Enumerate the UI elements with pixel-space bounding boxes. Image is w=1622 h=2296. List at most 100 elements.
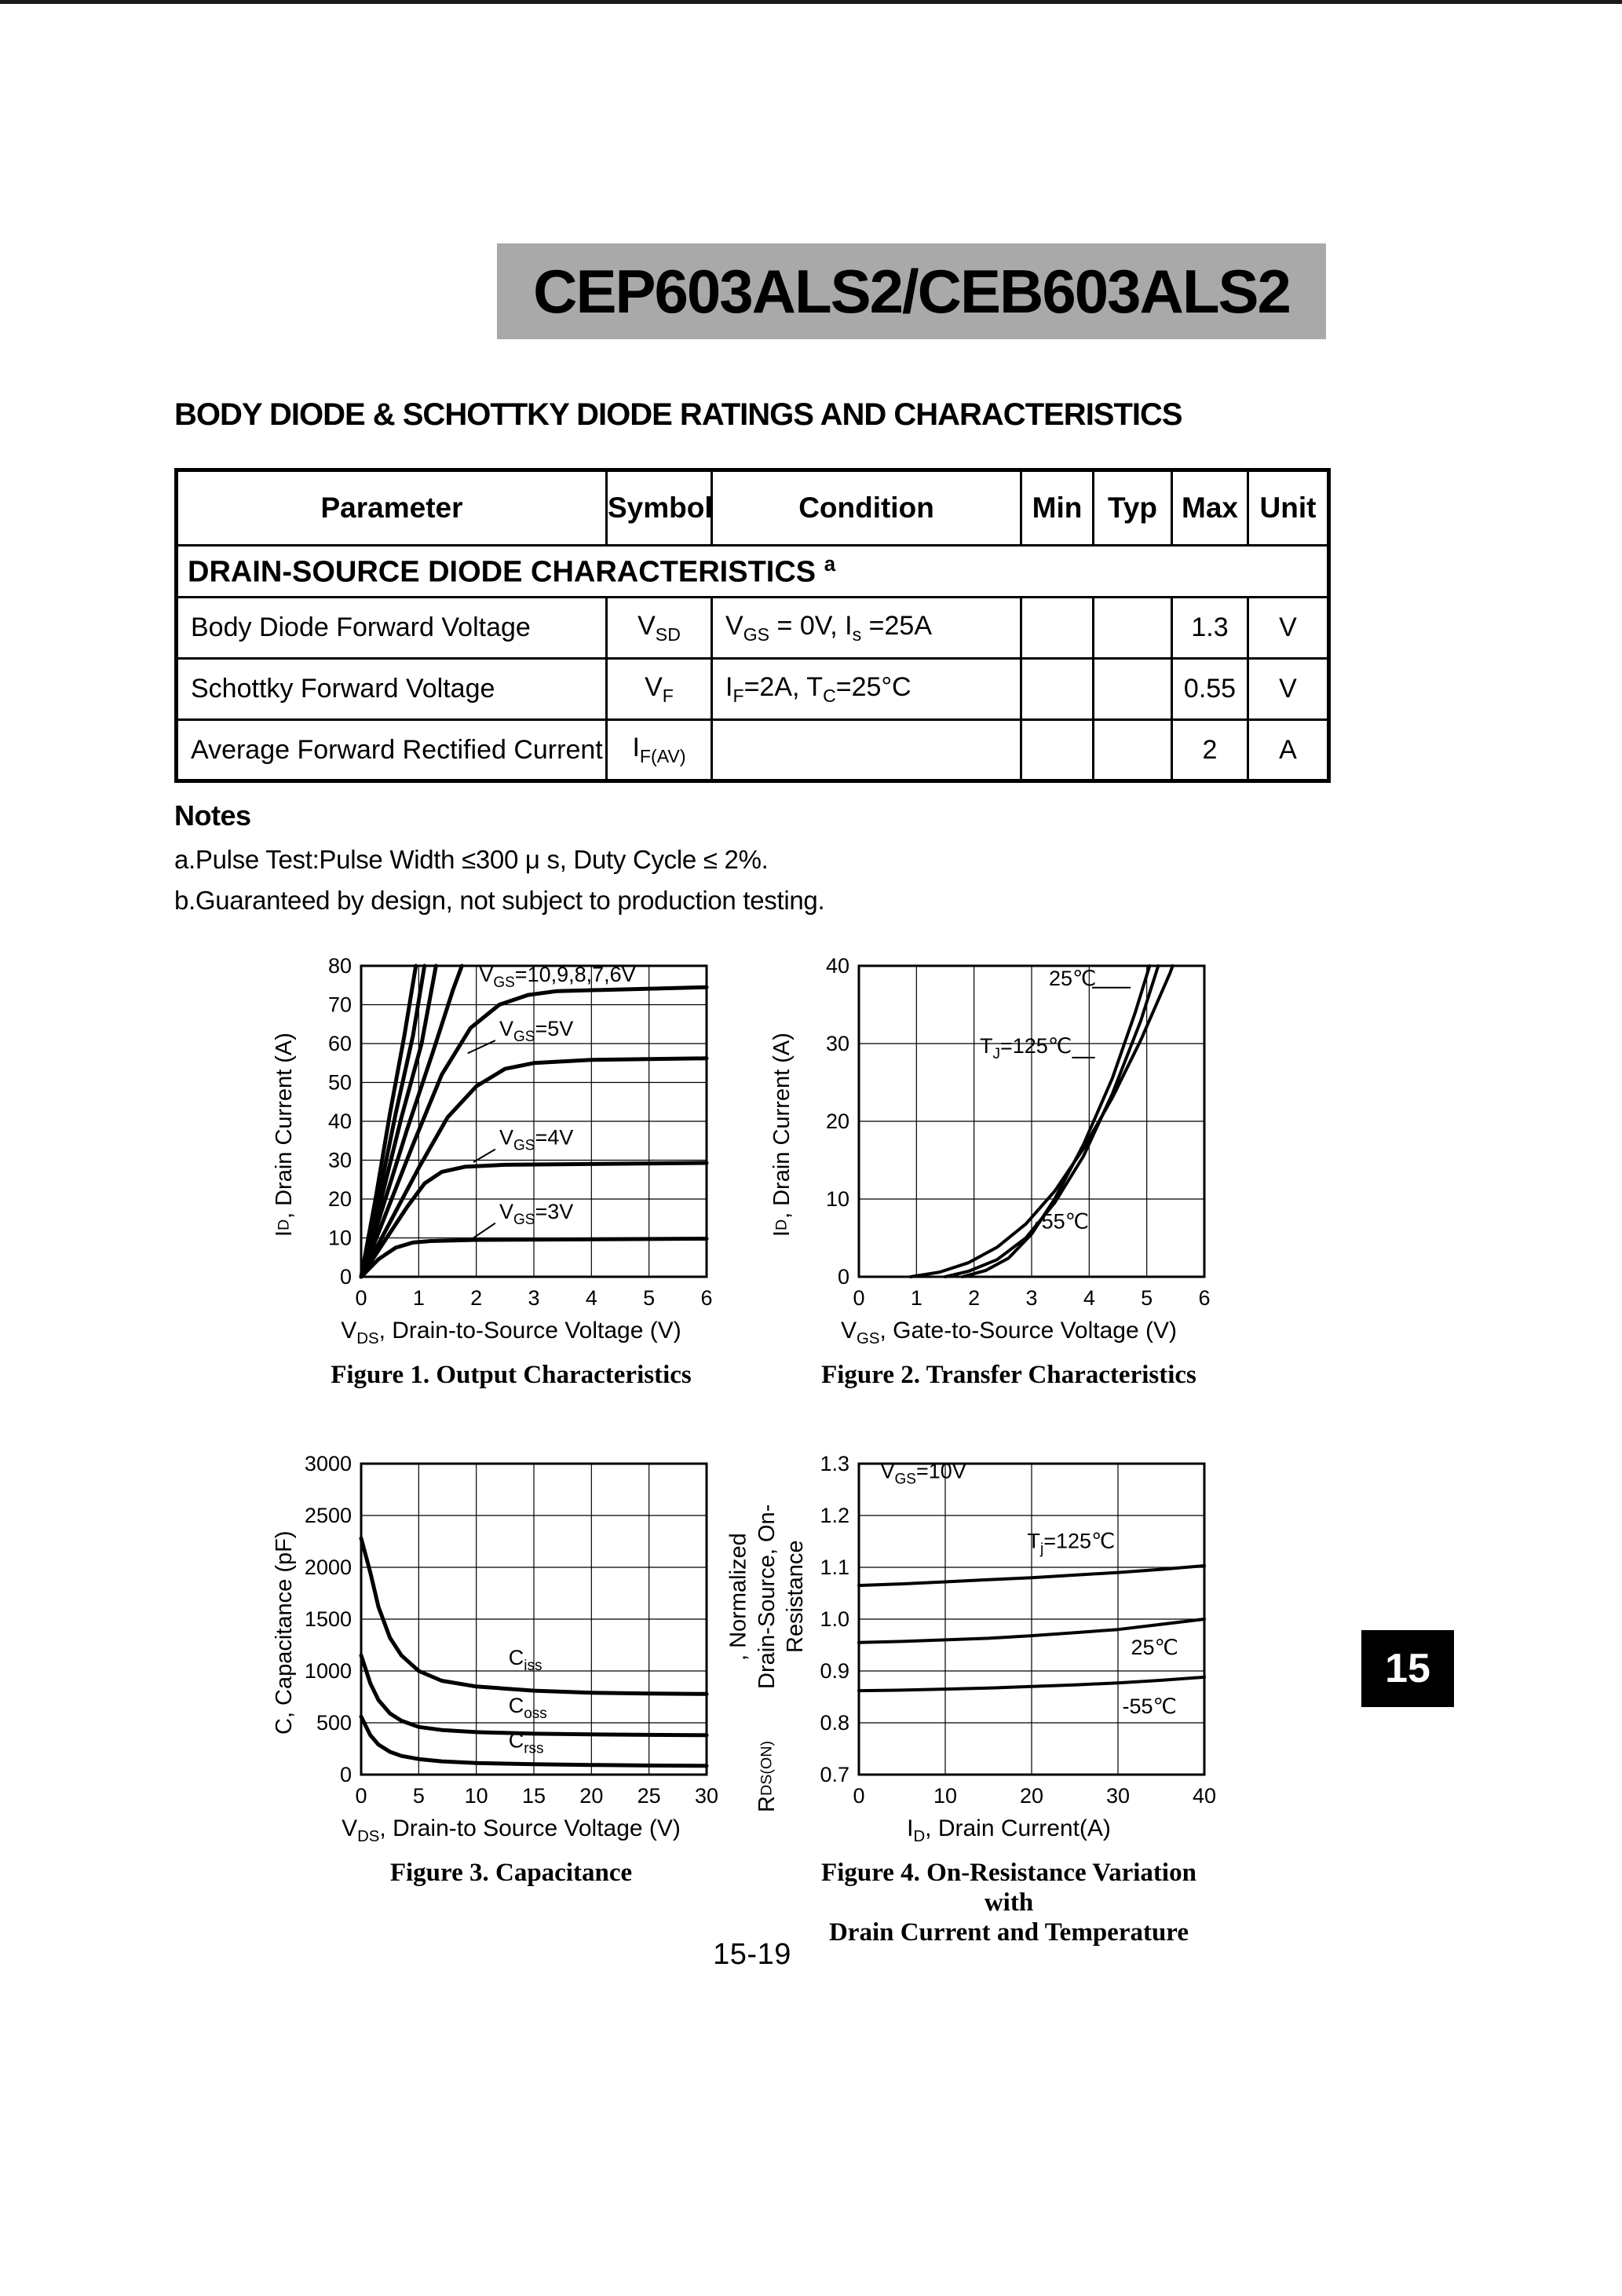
scan-edge — [0, 0, 1622, 4]
svg-text:5: 5 — [413, 1784, 425, 1808]
svg-text:500: 500 — [316, 1711, 352, 1735]
svg-text:30: 30 — [695, 1784, 718, 1808]
col-header-condition: Condition — [711, 469, 1022, 547]
figure2-chart: 0 1 2 3 4 5 6 0 10 20 30 40 25℃ TJ=125℃ -55℃ — [801, 955, 1217, 1314]
svg-text:1.0: 1.0 — [820, 1607, 849, 1631]
max-cell: 1.3 — [1171, 596, 1249, 660]
chart-annotation: -55℃ — [1123, 1695, 1177, 1718]
table-section-row: DRAIN-SOURCE DIODE CHARACTERISTICS a — [175, 544, 1330, 598]
svg-text:5: 5 — [643, 1286, 655, 1310]
series-TJ=25C — [944, 964, 1160, 1278]
figure2-caption: Figure 2. Transfer Characteristics — [821, 1361, 1196, 1389]
series-VGS=8V — [359, 963, 438, 1279]
typ-cell — [1092, 596, 1173, 660]
chart-annotation: VGS=3V — [499, 1200, 573, 1228]
col-header-typ: Typ — [1092, 469, 1173, 547]
part-number-banner: CEP603ALS2/CEB603ALS2 — [497, 243, 1326, 339]
chart-annotation: VGS=5V — [499, 1017, 573, 1045]
chart-annotation: Ciss — [509, 1646, 542, 1674]
svg-text:10: 10 — [328, 1227, 352, 1250]
col-header-max: Max — [1171, 469, 1249, 547]
table-section-title: DRAIN-SOURCE DIODE CHARACTERISTICS a — [175, 544, 1330, 598]
svg-text:2: 2 — [968, 1286, 980, 1310]
svg-text:2: 2 — [470, 1286, 482, 1310]
series-Tj=25C — [857, 1618, 1206, 1644]
table-row: Schottky Forward Voltage VF IF=2A, TC=25… — [175, 657, 1330, 721]
chart-annotation: Tj=125℃ — [1028, 1530, 1116, 1558]
unit-cell: V — [1247, 657, 1330, 721]
svg-text:30: 30 — [328, 1149, 352, 1172]
svg-text:20: 20 — [826, 1110, 849, 1133]
figure4-y-axis-label: R DS(ON), Normalized Drain-Source, On-Res… — [725, 1504, 809, 1812]
svg-text:3: 3 — [1025, 1286, 1037, 1310]
series-VGS=4V — [359, 1161, 709, 1279]
svg-text:3: 3 — [528, 1286, 539, 1310]
svg-text:1: 1 — [911, 1286, 922, 1310]
svg-text:0: 0 — [340, 1763, 352, 1786]
svg-text:6: 6 — [1198, 1286, 1210, 1310]
svg-text:60: 60 — [328, 1032, 352, 1055]
figure3-caption: Figure 3. Capacitance — [389, 1859, 633, 1887]
table-row: Body Diode Forward Voltage VSD VGS = 0V,… — [175, 596, 1330, 660]
svg-text:0: 0 — [340, 1265, 352, 1289]
chart-annotation: -55℃ — [1035, 1210, 1089, 1234]
typ-cell — [1092, 657, 1173, 721]
svg-text:0: 0 — [853, 1286, 864, 1310]
condition-cell: IF=2A, TC=25°C — [711, 657, 1022, 721]
figure2-x-axis-label: VGS, Gate-to-Source Voltage (V) — [841, 1318, 1177, 1347]
svg-text:40: 40 — [1193, 1784, 1216, 1808]
svg-text:0.9: 0.9 — [820, 1659, 849, 1683]
svg-text:0: 0 — [355, 1784, 367, 1808]
symbol-cell: IF(AV) — [605, 718, 713, 782]
part-number: CEP603ALS2/CEB603ALS2 — [533, 256, 1291, 326]
min-cell — [1020, 657, 1094, 721]
note-a: a.Pulse Test:Pulse Width ≤300 μ s, Duty … — [174, 845, 769, 874]
series-VGS=3V — [359, 1237, 709, 1279]
figure-4: R DS(ON), Normalized Drain-Source, On-Res… — [725, 1453, 1217, 1948]
series-Tj=-55C — [857, 1675, 1206, 1693]
figure4-chart: 0 10 20 30 40 0.7 0.8 0.9 1.0 1.1 1.2 1.3 VGS=10V Tj=… — [801, 1453, 1217, 1812]
unit-cell: V — [1247, 596, 1330, 660]
svg-text:1.2: 1.2 — [820, 1504, 849, 1527]
svg-text:70: 70 — [328, 993, 352, 1017]
figure1-chart: 0 1 2 3 4 5 6 0 10 20 30 40 50 60 70 80 VGS=10,9,8,7,6V V… — [303, 955, 719, 1314]
svg-text:10: 10 — [826, 1187, 849, 1211]
chart-annotation: VGS=4V — [499, 1126, 573, 1154]
chart-annotation: VGS=10V — [881, 1459, 966, 1487]
svg-text:40: 40 — [826, 955, 849, 978]
series-VGS=6V — [359, 985, 709, 1279]
figure3-x-axis-label: VDS, Drain-to Source Voltage (V) — [342, 1815, 681, 1845]
ratings-table: Parameter Symbol Condition Min Typ Max U… — [174, 468, 1331, 783]
svg-text:0.8: 0.8 — [820, 1711, 849, 1735]
svg-text:25: 25 — [637, 1784, 661, 1808]
chart-svg: 0 1 2 3 4 5 6 0 10 20 30 40 25℃ TJ=125℃ -55℃ — [826, 955, 1211, 1310]
series-TJ=-55C — [961, 964, 1152, 1278]
svg-text:0: 0 — [838, 1265, 849, 1289]
symbol-cell: VSD — [605, 596, 713, 660]
svg-text:1.1: 1.1 — [820, 1556, 849, 1579]
page-number: 15-19 — [713, 1938, 791, 1971]
series-TJ=125C — [909, 964, 1174, 1278]
chart-svg: 0 10 20 30 40 0.7 0.8 0.9 1.0 1.1 1.2 1.3 VGS=10V Tj=… — [820, 1453, 1216, 1808]
svg-text:20: 20 — [328, 1187, 352, 1211]
svg-text:0: 0 — [853, 1784, 864, 1808]
chart-annotation: Crss — [509, 1729, 544, 1757]
svg-text:10: 10 — [465, 1784, 488, 1808]
typ-cell — [1092, 718, 1173, 782]
section-heading: BODY DIODE & SCHOTTKY DIODE RATINGS AND … — [174, 397, 1183, 432]
parameter-cell: Schottky Forward Voltage — [175, 657, 608, 721]
parameter-cell: Average Forward Rectified Current — [175, 718, 608, 782]
series-VGS=7V — [359, 963, 464, 1279]
figure4-x-axis-label: ID, Drain Current(A) — [907, 1815, 1111, 1845]
min-cell — [1020, 596, 1094, 660]
chart-annotation: 25℃ — [1131, 1636, 1178, 1659]
svg-text:5: 5 — [1141, 1286, 1153, 1310]
svg-text:2000: 2000 — [305, 1556, 352, 1579]
max-cell: 2 — [1171, 718, 1249, 782]
